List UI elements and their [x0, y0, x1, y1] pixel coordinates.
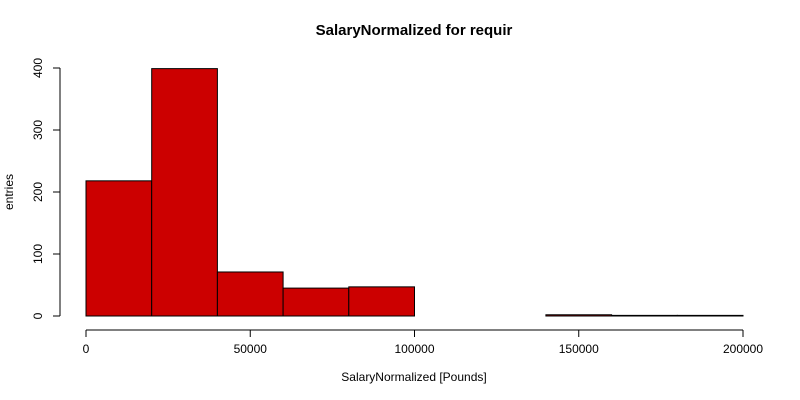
x-axis: 0 50000 100000 150000 200000 [83, 329, 763, 356]
x-tick-label: 100000 [394, 342, 434, 356]
histogram-bar [282, 287, 350, 317]
chart-title: SalaryNormalized for requir [316, 22, 513, 39]
x-tick-label: 50000 [234, 342, 268, 356]
histogram-bar [611, 314, 678, 317]
histogram-bar [545, 314, 613, 317]
histogram-bar [85, 180, 153, 317]
y-tick-label: 200 [31, 182, 45, 202]
histogram-bar [676, 314, 744, 317]
histogram-bar [151, 68, 218, 317]
y-axis: 0 100 200 300 400 [31, 58, 61, 319]
x-tick-label: 0 [83, 342, 90, 356]
x-axis-label: SalaryNormalized [Pounds] [341, 370, 486, 384]
y-tick-label: 400 [31, 58, 45, 78]
y-tick-label: 100 [31, 244, 45, 264]
y-tick-label: 300 [31, 120, 45, 140]
x-tick-label: 200000 [723, 342, 763, 356]
histogram-bar [216, 271, 284, 317]
histogram-bar [348, 286, 415, 317]
y-axis-label: entries [2, 174, 16, 210]
bars-group [85, 68, 744, 317]
y-tick-label: 0 [31, 312, 45, 319]
x-tick-label: 150000 [559, 342, 599, 356]
